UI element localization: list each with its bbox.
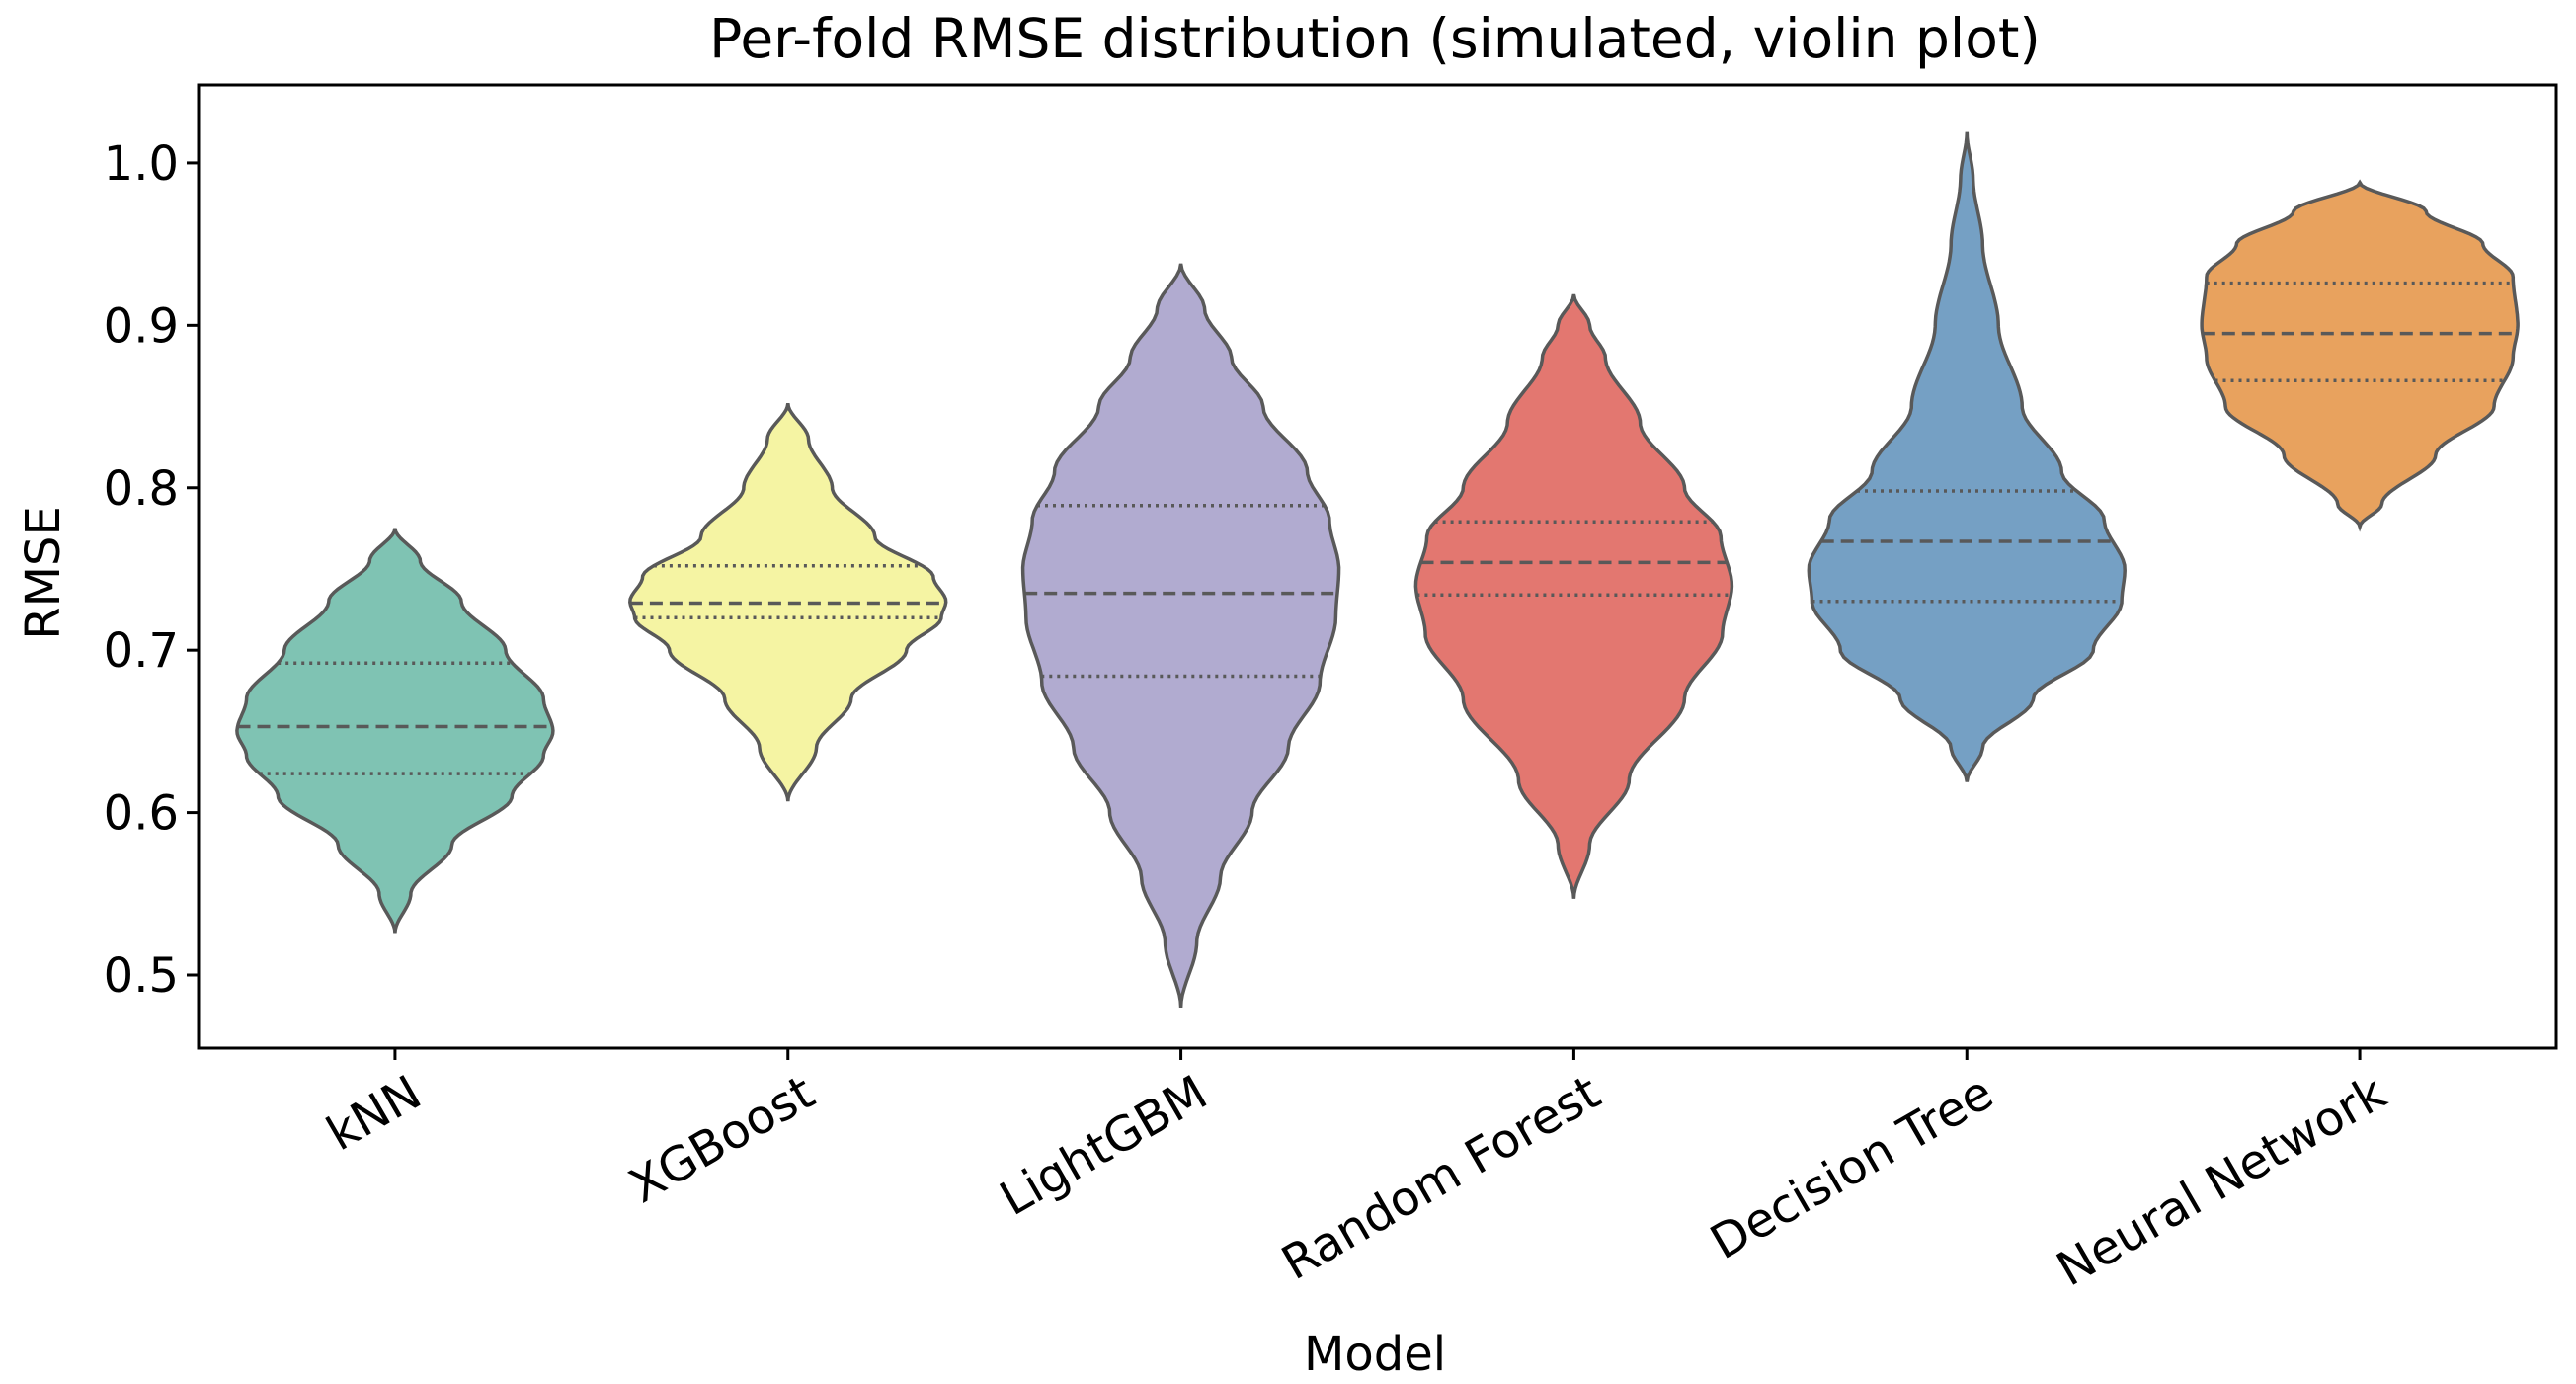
x-axis: kNN XGBoost LightGBM Random Forest Decision … (318, 1048, 2395, 1298)
y-axis: 0.5 0.6 0.7 0.8 0.9 1.0 (104, 136, 199, 1004)
x-tick-label: Decision Tree (1701, 1065, 2002, 1270)
x-tick-label: XGBoost (620, 1065, 824, 1214)
plot-frame (197, 83, 2558, 1050)
violin-knn (235, 528, 555, 934)
y-axis-label: RMSE (16, 506, 71, 640)
y-tick-label: 0.9 (104, 298, 179, 354)
violin-body (1413, 293, 1734, 899)
plot-area (235, 131, 2520, 1009)
violin-neural-network (2200, 179, 2520, 532)
violin-body (1807, 131, 2127, 782)
x-tick-label: kNN (318, 1065, 431, 1162)
violin-decision-tree (1807, 131, 2127, 782)
violin-body (2200, 179, 2520, 532)
x-tick-label: Neural Network (2048, 1065, 2395, 1298)
violin-body (1020, 263, 1341, 1009)
violin-xgboost (628, 402, 948, 802)
violin-body (628, 402, 948, 802)
x-axis-label: Model (1304, 1327, 1446, 1382)
x-tick-label: LightGBM (991, 1065, 1216, 1227)
chart-title: Per-fold RMSE distribution (simulated, v… (709, 7, 2041, 70)
y-tick-label: 0.6 (104, 786, 179, 842)
violin-body (235, 528, 555, 934)
y-tick-label: 1.0 (104, 136, 179, 192)
y-tick-label: 0.8 (104, 461, 179, 517)
x-tick-label: Random Forest (1273, 1065, 1610, 1291)
violin-random-forest (1413, 293, 1734, 899)
violin-lightgbm (1020, 263, 1341, 1009)
y-tick-label: 0.5 (104, 948, 179, 1004)
y-tick-label: 0.7 (104, 623, 179, 679)
